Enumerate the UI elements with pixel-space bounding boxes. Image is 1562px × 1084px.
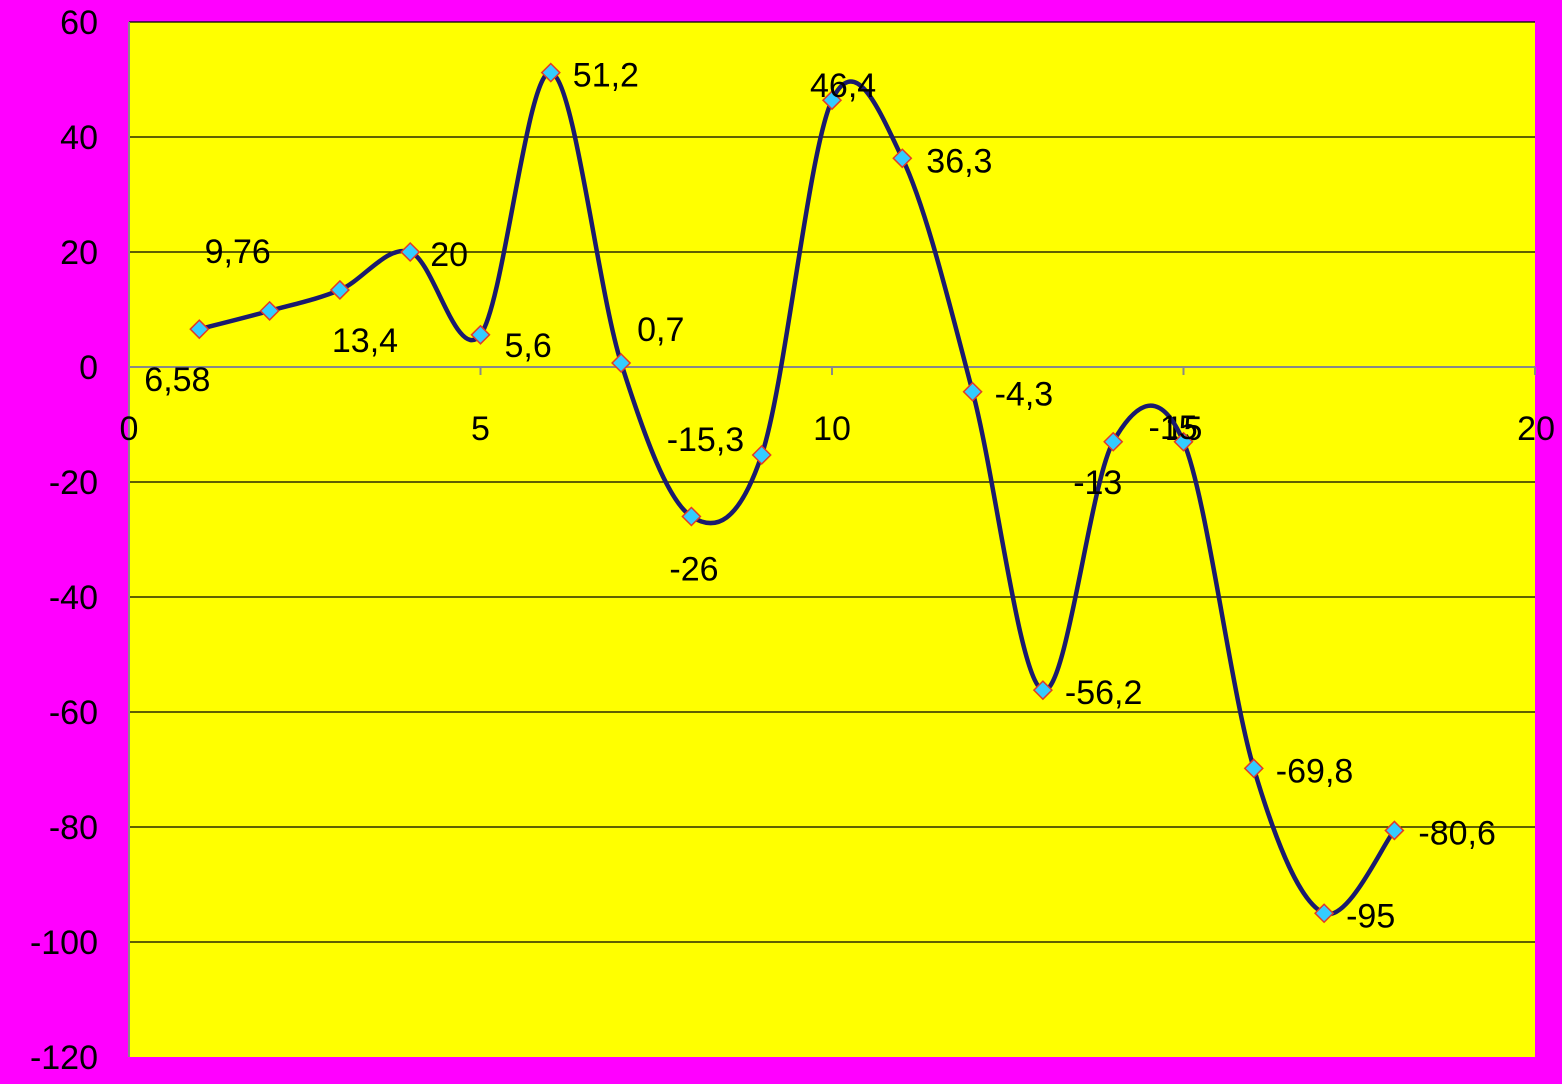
data-point-marker	[259, 300, 280, 321]
data-point-marker	[1032, 680, 1053, 701]
data-point-marker	[681, 506, 702, 527]
data-point-marker	[611, 352, 632, 374]
data-label: -4,3	[995, 376, 1054, 414]
data-point-marker	[329, 279, 350, 301]
y-tick-label: -40	[49, 579, 98, 617]
data-label: 51,2	[573, 57, 639, 95]
data-point-marker	[1314, 903, 1335, 924]
y-axis-tick-labels: 60 40 20 0 -20 -40 -60 -80 -100 -120	[30, 4, 98, 1077]
data-label: 46,4	[810, 67, 876, 105]
data-label: 5,6	[505, 327, 552, 365]
data-point-marker	[470, 324, 491, 345]
data-label: -13	[1073, 464, 1122, 502]
data-point-marker	[189, 319, 210, 340]
data-point-marker	[751, 444, 772, 466]
x-axis-tick-labels: 0 5 10 15 20	[120, 410, 1555, 448]
y-tick-label: -60	[49, 694, 98, 732]
x-tick-label: 20	[1517, 410, 1555, 448]
data-point-marker	[821, 90, 843, 111]
data-point-marker	[1103, 431, 1124, 452]
data-label: 36,3	[926, 142, 992, 180]
y-tick-label: -20	[49, 464, 98, 502]
y-tick-label: 40	[60, 119, 98, 157]
x-tick-label: 0	[120, 410, 139, 448]
data-label: 9,76	[205, 233, 271, 271]
data-label: -26	[669, 551, 718, 589]
series-line	[198, 70, 1397, 917]
y-tick-label: 20	[60, 234, 98, 272]
axes	[128, 22, 1536, 1057]
x-tick-label: 5	[471, 410, 490, 448]
data-label: -95	[1346, 897, 1395, 935]
data-label: -15,3	[667, 421, 745, 459]
data-label: -69,8	[1276, 752, 1354, 790]
data-label: 13,4	[332, 322, 398, 360]
data-markers	[189, 62, 1405, 924]
data-point-marker	[540, 62, 561, 83]
y-tick-label: -100	[30, 924, 98, 962]
x-tick-label: 10	[813, 410, 851, 448]
y-tick-label: -120	[30, 1039, 98, 1077]
data-point-marker	[400, 241, 421, 263]
y-tick-label: 60	[60, 4, 98, 42]
data-point-marker	[1384, 820, 1405, 841]
data-point-marker	[1173, 431, 1194, 452]
y-tick-label: -80	[49, 809, 98, 847]
data-label: 20	[430, 236, 468, 274]
data-point-marker	[962, 381, 983, 402]
data-point-marker	[892, 148, 913, 169]
data-label: -80,6	[1418, 814, 1496, 852]
data-label: -56,2	[1065, 674, 1143, 712]
data-label: 6,58	[144, 361, 210, 399]
data-labels: 6,58 9,76 13,4 20 5,6 51,2 0,7 -26 -15,3 46,4 36,3…	[144, 57, 1496, 936]
plot-area	[129, 22, 1535, 1057]
data-label: -15	[1149, 409, 1198, 447]
data-point-marker	[1243, 758, 1264, 779]
data-label: 0,7	[637, 311, 684, 349]
y-tick-label: 0	[79, 349, 98, 387]
